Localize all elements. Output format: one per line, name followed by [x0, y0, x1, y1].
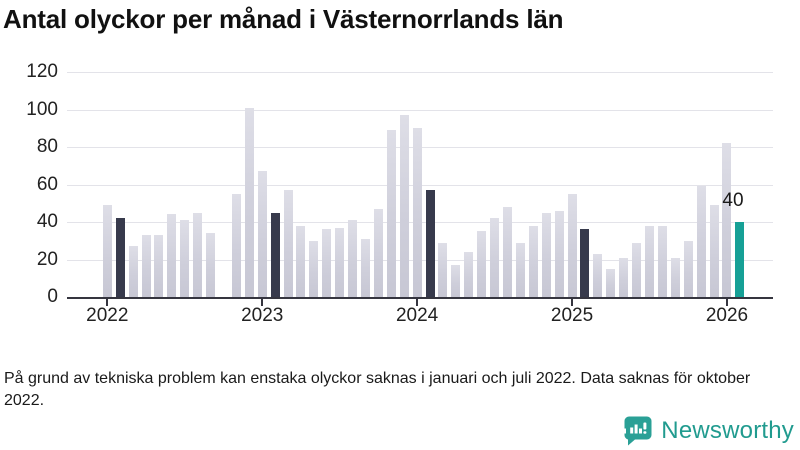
bar-2024-09 [515, 243, 525, 297]
bar-2024-08 [503, 207, 512, 297]
bar-2024-11 [541, 213, 551, 297]
bar-2023-07 [335, 228, 345, 297]
bar-2022-01 [102, 205, 112, 297]
bar-2023-12 [399, 115, 409, 297]
x-tick-label-2022: 2022 [86, 305, 129, 326]
y-tick-label-40: 40 [36, 211, 58, 232]
footnote: På grund av tekniska problem kan enstaka… [4, 370, 751, 409]
bar-2022-04 [141, 235, 151, 297]
y-tick-label-20: 20 [36, 248, 58, 270]
bar-2025-04 [606, 269, 616, 297]
bar-2023-02 [270, 213, 280, 297]
x-tick-label-2026: 2026 [705, 305, 749, 326]
y-tick-label-120: 120 [26, 61, 58, 82]
x-tick-label-2025: 2025 [550, 305, 594, 326]
bar-2025-10 [683, 241, 693, 297]
x-tick-2024 [416, 299, 419, 306]
bar-2022-07 [180, 220, 190, 297]
bar-2025-06 [632, 243, 642, 297]
bar-2022-06 [167, 214, 177, 297]
bar-2025-08 [657, 226, 667, 297]
x-tick-2025 [571, 299, 574, 306]
bar-2023-08 [348, 220, 358, 297]
bar-2022-12 [244, 108, 254, 297]
bar-2025-05 [619, 258, 629, 297]
bar-2022-05 [154, 235, 164, 297]
bar-2022-11 [231, 194, 241, 297]
bar-2024-04 [451, 265, 461, 297]
bar-2024-01 [412, 128, 422, 297]
bar-2023-04 [296, 226, 306, 297]
bar-2024-10 [528, 226, 538, 297]
bar-2022-09 [206, 233, 216, 297]
bar-2023-01 [257, 171, 267, 297]
bar-2025-03 [593, 254, 603, 297]
bar-2023-11 [386, 130, 396, 297]
bar-2025-01 [567, 194, 577, 297]
y-tick-label-80: 80 [36, 136, 58, 157]
newsworthy-logo-icon [623, 416, 652, 446]
bar-2025-02 [580, 229, 590, 297]
bar-2023-05 [309, 241, 319, 297]
bar-2026-02 [735, 222, 745, 297]
bar-2024-07 [490, 218, 500, 297]
bar-2026-01 [722, 143, 732, 297]
bar-2022-02 [115, 218, 125, 297]
plot-area: 40 [67, 72, 773, 306]
y-tick-label-60: 60 [36, 173, 58, 195]
bar-2024-05 [464, 252, 474, 297]
bar-2024-12 [554, 211, 564, 297]
x-tick-label-2023: 2023 [241, 305, 284, 326]
x-tick-2022 [106, 299, 109, 306]
bar-2023-10 [373, 209, 383, 297]
x-tick-2026 [725, 299, 728, 306]
bar-2022-03 [128, 246, 138, 297]
chart-title: Antal olyckor per månad i Västernorrland… [3, 4, 564, 34]
x-tick-2023 [261, 299, 264, 306]
bar-2025-11 [696, 186, 706, 297]
bar-2023-09 [361, 239, 370, 297]
gridline-100 [67, 109, 773, 111]
bar-2025-12 [709, 205, 719, 297]
y-tick-label-0: 0 [47, 286, 58, 307]
newsworthy-logo: Newsworthy [623, 415, 794, 446]
bar-2022-08 [193, 213, 203, 297]
bar-2024-03 [438, 243, 448, 297]
bar-value-label: 40 [722, 190, 744, 211]
y-tick-label-100: 100 [26, 98, 58, 120]
x-tick-label-2024: 2024 [395, 305, 439, 326]
bar-2024-06 [477, 231, 487, 297]
bar-2025-07 [645, 226, 655, 297]
gridline-120 [67, 72, 773, 73]
newsworthy-logo-text: Newsworthy [661, 416, 794, 444]
bar-2023-03 [283, 190, 293, 297]
bar-2025-09 [670, 258, 680, 297]
bar-2024-02 [425, 190, 435, 297]
bar-2023-06 [322, 229, 332, 297]
